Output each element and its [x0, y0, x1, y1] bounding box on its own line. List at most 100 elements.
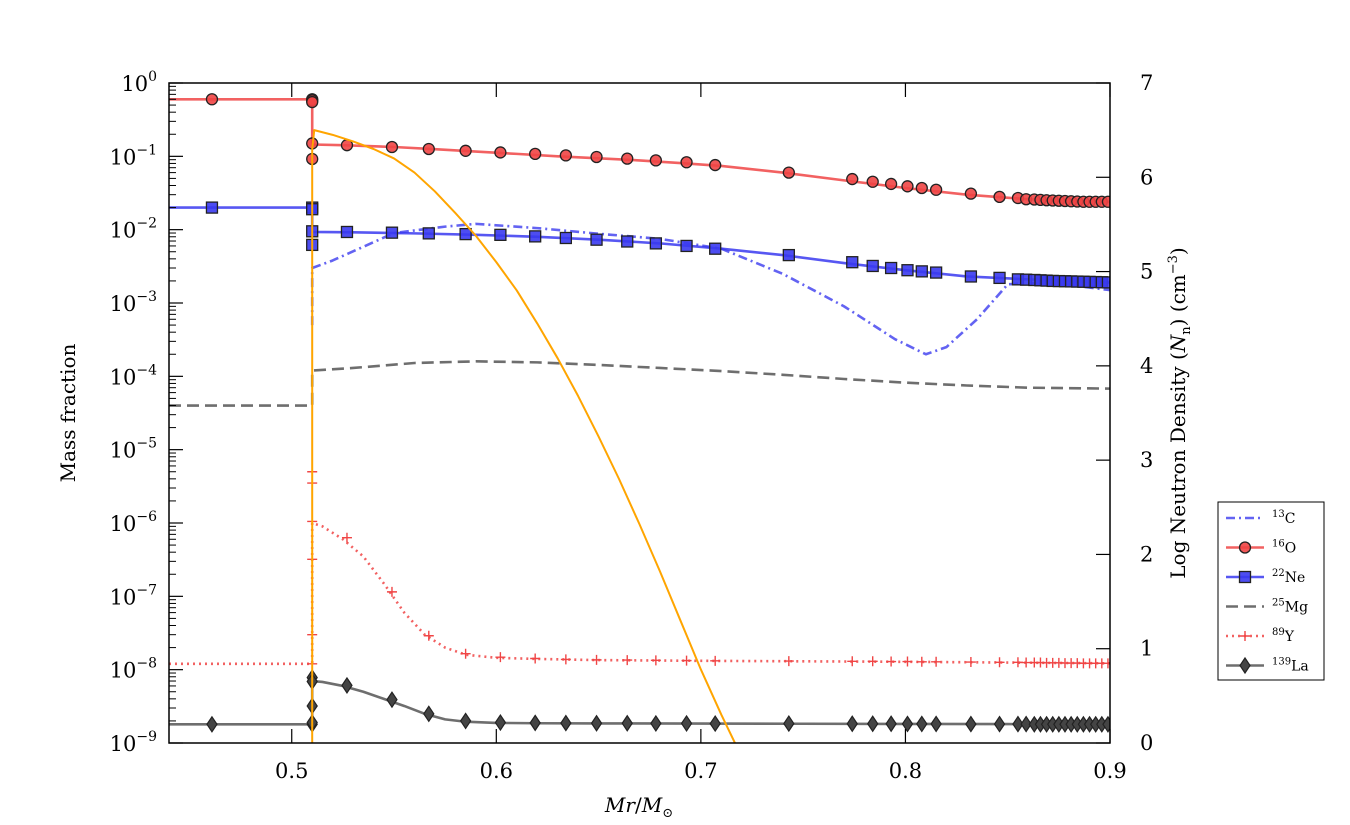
- data-point-89y: [710, 655, 721, 666]
- data-point-139la: [650, 714, 662, 732]
- data-point-16o: [782, 166, 795, 179]
- data-point-22ne: [866, 259, 879, 273]
- legend-marker-22ne: [1238, 570, 1252, 584]
- data-point-89y: [386, 586, 397, 597]
- data-point-89y: [495, 652, 506, 663]
- data-point-139la: [423, 705, 435, 723]
- data-point-22ne: [782, 248, 795, 262]
- data-point-16o: [559, 149, 573, 162]
- x-tick-label: 0.5: [275, 759, 308, 783]
- data-point-22ne: [929, 266, 943, 279]
- data-point-139la: [590, 714, 603, 732]
- legend-label-89y: 89Y: [1272, 627, 1295, 645]
- y-right-tick-label: 7: [1140, 71, 1153, 95]
- x-tick-label: 0.6: [480, 759, 513, 783]
- y-left-tick-label: 10−6: [110, 509, 157, 536]
- data-point-22ne: [621, 235, 634, 248]
- data-point-89y: [931, 656, 942, 667]
- y-left-tick-label: 10−1: [110, 142, 157, 169]
- data-point-139la: [341, 676, 353, 694]
- data-point-16o: [590, 150, 603, 164]
- data-point-22ne: [422, 227, 435, 240]
- data-point-139la: [916, 715, 928, 733]
- data-point-89y: [867, 656, 878, 667]
- y-right-tick-label: 2: [1140, 542, 1153, 566]
- data-point-139la: [846, 715, 858, 733]
- data-point-16o: [964, 187, 978, 200]
- data-point-139la: [885, 715, 897, 733]
- data-point-139la: [386, 691, 398, 709]
- data-point-22ne: [590, 233, 603, 246]
- y-left-tick-label: 10−5: [110, 436, 157, 463]
- legend-label-22ne: 22Ne: [1272, 568, 1305, 586]
- y-left-tick-label: 10−4: [110, 362, 157, 389]
- data-point-89y: [783, 656, 794, 667]
- y-right-tick-label: 3: [1140, 448, 1153, 472]
- data-point-139la: [459, 712, 472, 730]
- data-point-89y: [460, 648, 471, 659]
- legend-label-139la: 139La: [1272, 657, 1309, 675]
- data-point-139la: [901, 715, 914, 733]
- series-line-25mg: [169, 360, 1110, 407]
- legend-marker-89y: [1240, 631, 1250, 641]
- legend-label-13c: 13C: [1272, 509, 1295, 527]
- data-point-89y: [650, 655, 661, 666]
- data-point-89y: [622, 655, 633, 666]
- data-point-139la: [965, 715, 977, 733]
- data-point-16o: [306, 95, 319, 109]
- data-point-139la: [206, 715, 218, 733]
- y-right-tick-label: 4: [1140, 354, 1153, 378]
- data-point-16o: [846, 172, 859, 186]
- data-point-16o: [649, 154, 663, 167]
- y-right-tick-label: 1: [1140, 637, 1153, 661]
- data-point-22ne: [993, 271, 1006, 285]
- x-tick-label: 0.8: [889, 759, 922, 783]
- data-point-139la: [494, 713, 507, 732]
- series-line-139la: [169, 679, 1110, 726]
- data-point-16o: [494, 146, 507, 159]
- series-layer: [169, 93, 1110, 743]
- y-right-axis-title: Log Neutron Density (Nn) (cm−3): [1166, 247, 1194, 578]
- data-point-139la: [1012, 715, 1024, 733]
- data-point-16o: [993, 190, 1006, 204]
- data-point-22ne: [846, 256, 859, 269]
- y-left-tick-label: 10−8: [110, 656, 157, 683]
- data-point-139la: [529, 714, 541, 732]
- data-point-139la: [621, 714, 633, 732]
- data-point-16o: [385, 140, 399, 154]
- legend: 13C 16O 22Ne 25Mg 89Y 139La: [1217, 501, 1325, 681]
- data-point-22ne: [205, 201, 219, 214]
- legend-frame: [1217, 501, 1325, 681]
- data-point-16o: [621, 152, 634, 165]
- y-left-tick-label: 10−3: [110, 289, 157, 316]
- data-point-22ne: [915, 265, 928, 278]
- data-point-16o: [1101, 195, 1110, 208]
- data-point-22ne: [494, 228, 507, 241]
- data-point-139la: [560, 714, 572, 732]
- data-point-22ne: [709, 242, 722, 255]
- y-left-tick-label: 100: [121, 69, 157, 96]
- data-point-89y: [994, 657, 1005, 668]
- series-line-log-neutron-density: [311, 129, 737, 743]
- data-point-89y: [916, 656, 927, 667]
- data-point-139la: [783, 714, 795, 733]
- legend-marker-139la: [1239, 656, 1251, 675]
- data-point-89y: [965, 657, 976, 668]
- data-point-16o: [884, 177, 898, 191]
- data-point-89y: [847, 656, 858, 667]
- x-tick-label: 0.7: [684, 759, 717, 783]
- y-right-tick-label: 0: [1140, 731, 1153, 755]
- data-point-16o: [915, 181, 928, 195]
- y-left-tick-label: 10−2: [110, 216, 157, 243]
- x-axis-title: Mr/M⊙: [604, 793, 673, 821]
- data-point-89y: [681, 655, 692, 666]
- data-point-22ne: [680, 239, 693, 253]
- data-point-22ne: [964, 270, 978, 283]
- y-left-tick-label: 10−7: [110, 582, 157, 609]
- data-point-22ne: [649, 237, 663, 250]
- data-point-89y: [1102, 658, 1110, 669]
- data-point-139la: [709, 714, 721, 733]
- data-point-89y: [591, 654, 602, 665]
- legend-label-16o: 16O: [1272, 539, 1296, 557]
